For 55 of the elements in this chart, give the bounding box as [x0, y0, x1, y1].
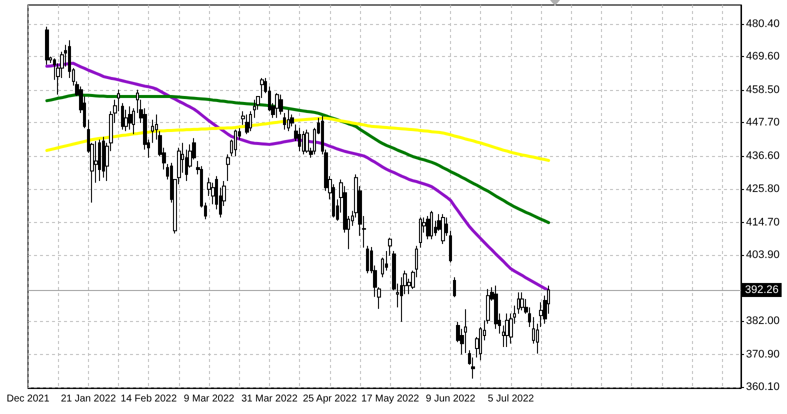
candlestick	[302, 130, 305, 155]
candlestick	[453, 276, 456, 298]
candlestick	[98, 139, 101, 182]
y-tick-label: 382.00	[746, 315, 780, 327]
candlestick	[132, 108, 135, 135]
y-tick-label: 414.70	[746, 216, 780, 228]
candlestick	[245, 114, 249, 135]
candlestick	[226, 154, 230, 182]
line-series	[45, 62, 550, 292]
x-tick-label: 17 May 2022	[361, 394, 420, 404]
candlestick	[287, 109, 290, 132]
candlestick	[279, 94, 283, 116]
candlestick	[388, 237, 392, 256]
candlestick	[517, 292, 520, 314]
candlestick	[121, 102, 124, 130]
ref-line-label: 392.26	[745, 284, 779, 296]
y-tick-label: 436.60	[746, 150, 780, 162]
candlestick	[283, 112, 286, 130]
candlestick	[234, 129, 237, 157]
x-tick-label: 5 Jul 2022	[488, 394, 534, 404]
candlestick	[419, 216, 422, 248]
x-tick-label: 9 Jun 2022	[426, 394, 476, 404]
candlestick	[505, 312, 509, 348]
y-tick-label: 360.10	[746, 381, 780, 394]
candlestick	[430, 210, 433, 240]
y-tick-label: 480.40	[746, 18, 780, 30]
y-tick-label: 425.80	[746, 182, 780, 195]
candlestick	[298, 127, 301, 152]
candlestick	[464, 308, 467, 354]
y-tick-label: 447.70	[746, 116, 780, 129]
candlestick	[128, 106, 132, 130]
x-tick-label: 25 Apr 2022	[302, 394, 358, 404]
candlestick	[520, 292, 524, 311]
y-tick-label: 469.60	[746, 50, 780, 63]
x-tick-label: 31 Mar 2022	[241, 394, 298, 404]
x-tick-label: 21 Jan 2022	[60, 394, 116, 404]
candlestick	[494, 285, 498, 330]
y-tick-label: 458.50	[746, 84, 780, 96]
line-series	[45, 93, 550, 224]
candlestick	[426, 215, 430, 240]
x-tick-label: 14 Feb 2022	[120, 394, 178, 404]
candlestick	[449, 230, 452, 263]
candlestick	[45, 26, 49, 66]
y-tick-label: 403.90	[746, 248, 780, 261]
candlestick	[249, 110, 252, 132]
candlestick	[102, 136, 105, 178]
x-tick-label: Dec 2021	[6, 394, 50, 404]
candlestick	[366, 245, 369, 274]
x-tick-label: 9 Mar 2022	[184, 394, 235, 404]
line-series	[45, 116, 550, 162]
candlestick	[305, 129, 309, 154]
candlestick	[253, 99, 256, 118]
candlestick	[441, 214, 445, 245]
candlestick	[275, 92, 279, 118]
y-tick-label: 370.90	[746, 348, 780, 360]
